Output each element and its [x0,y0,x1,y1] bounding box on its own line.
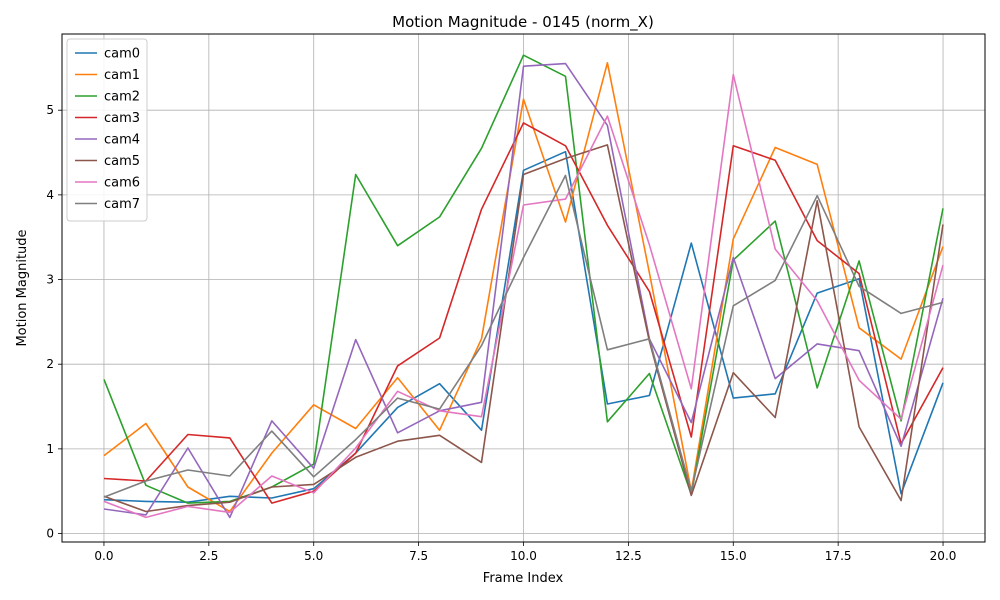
series-line-cam4 [103,62,944,519]
y-axis-label: Motion Magnitude [15,229,30,346]
x-tick-label: 5.0 [304,549,323,563]
x-tick-label: 7.5 [409,549,428,563]
legend-label-cam0: cam0 [104,47,140,62]
x-tick-label: 0.0 [94,549,113,563]
y-tick-label: 4 [46,188,54,202]
y-tick-label: 5 [46,103,54,117]
series-line-cam6 [103,73,944,519]
y-tick-label: 3 [46,273,54,287]
x-axis-label: Frame Index [483,571,564,586]
x-tick-label: 10.0 [510,549,537,563]
y-tick-label: 2 [46,357,54,371]
legend-label-cam1: cam1 [104,68,140,83]
x-tick-label: 20.0 [930,549,957,563]
legend-label-cam4: cam4 [104,133,140,148]
chart-title: Motion Magnitude - 0145 (norm_X) [392,13,654,32]
legend: cam0 cam1 cam2 cam3 cam4 cam5 cam6 cam7 [66,38,148,222]
x-tick-label: 17.5 [825,549,852,563]
x-tick-label: 15.0 [720,549,747,563]
series-line-cam7 [103,174,944,498]
legend-label-cam7: cam7 [104,197,140,212]
y-tick-label: 1 [46,442,54,456]
axis-ticks: 0.0 2.5 5.0 7.5 10.0 12.5 15.0 17.5 20.0 0 1 2 3 4 5 [46,103,956,563]
x-tick-label: 12.5 [615,549,642,563]
legend-label-cam6: cam6 [104,176,140,191]
y-tick-label: 0 [46,527,54,541]
legend-label-cam5: cam5 [104,154,140,169]
series-line-cam5 [103,144,944,513]
series-line-cam3 [103,122,944,504]
legend-label-cam3: cam3 [104,111,140,126]
x-tick-label: 2.5 [199,549,218,563]
legend-box [66,38,148,222]
series-lines [103,54,944,519]
series-line-cam1 [103,61,944,513]
legend-label-cam2: cam2 [104,90,140,105]
